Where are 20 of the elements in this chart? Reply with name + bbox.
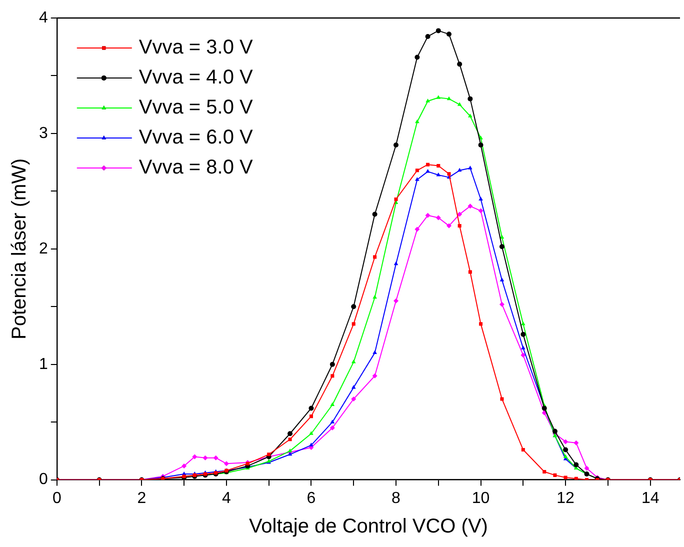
y-axis-title: Potencia láser (mW) <box>8 158 31 340</box>
x-tick-label: 12 <box>556 490 575 507</box>
legend-label: Vvva = 4.0 V <box>138 66 254 89</box>
y-tick-label: 3 <box>38 124 48 142</box>
x-tick-label: 6 <box>306 490 316 507</box>
x-tick-label: 2 <box>137 490 146 507</box>
x-tick-label: 8 <box>392 490 401 507</box>
legend-label: Vvva = 5.0 V <box>138 96 254 119</box>
x-tick-label: 10 <box>472 490 490 507</box>
y-tick-label: 2 <box>38 240 48 258</box>
y-tick-label: 4 <box>38 9 48 26</box>
x-tick-label: 4 <box>222 490 231 507</box>
x-axis-title: Voltaje de Control VCO (V) <box>248 516 488 538</box>
legend-label: Vvva = 6.0 V <box>138 126 254 149</box>
y-tick-label: 0 <box>38 471 48 488</box>
x-tick-label: 14 <box>641 490 660 507</box>
legend-label: Vvva = 8.0 V <box>138 156 254 179</box>
legend-label: Vvva = 3.0 V <box>138 36 254 59</box>
x-tick-label: 0 <box>52 490 62 507</box>
y-tick-label: 1 <box>38 356 48 373</box>
